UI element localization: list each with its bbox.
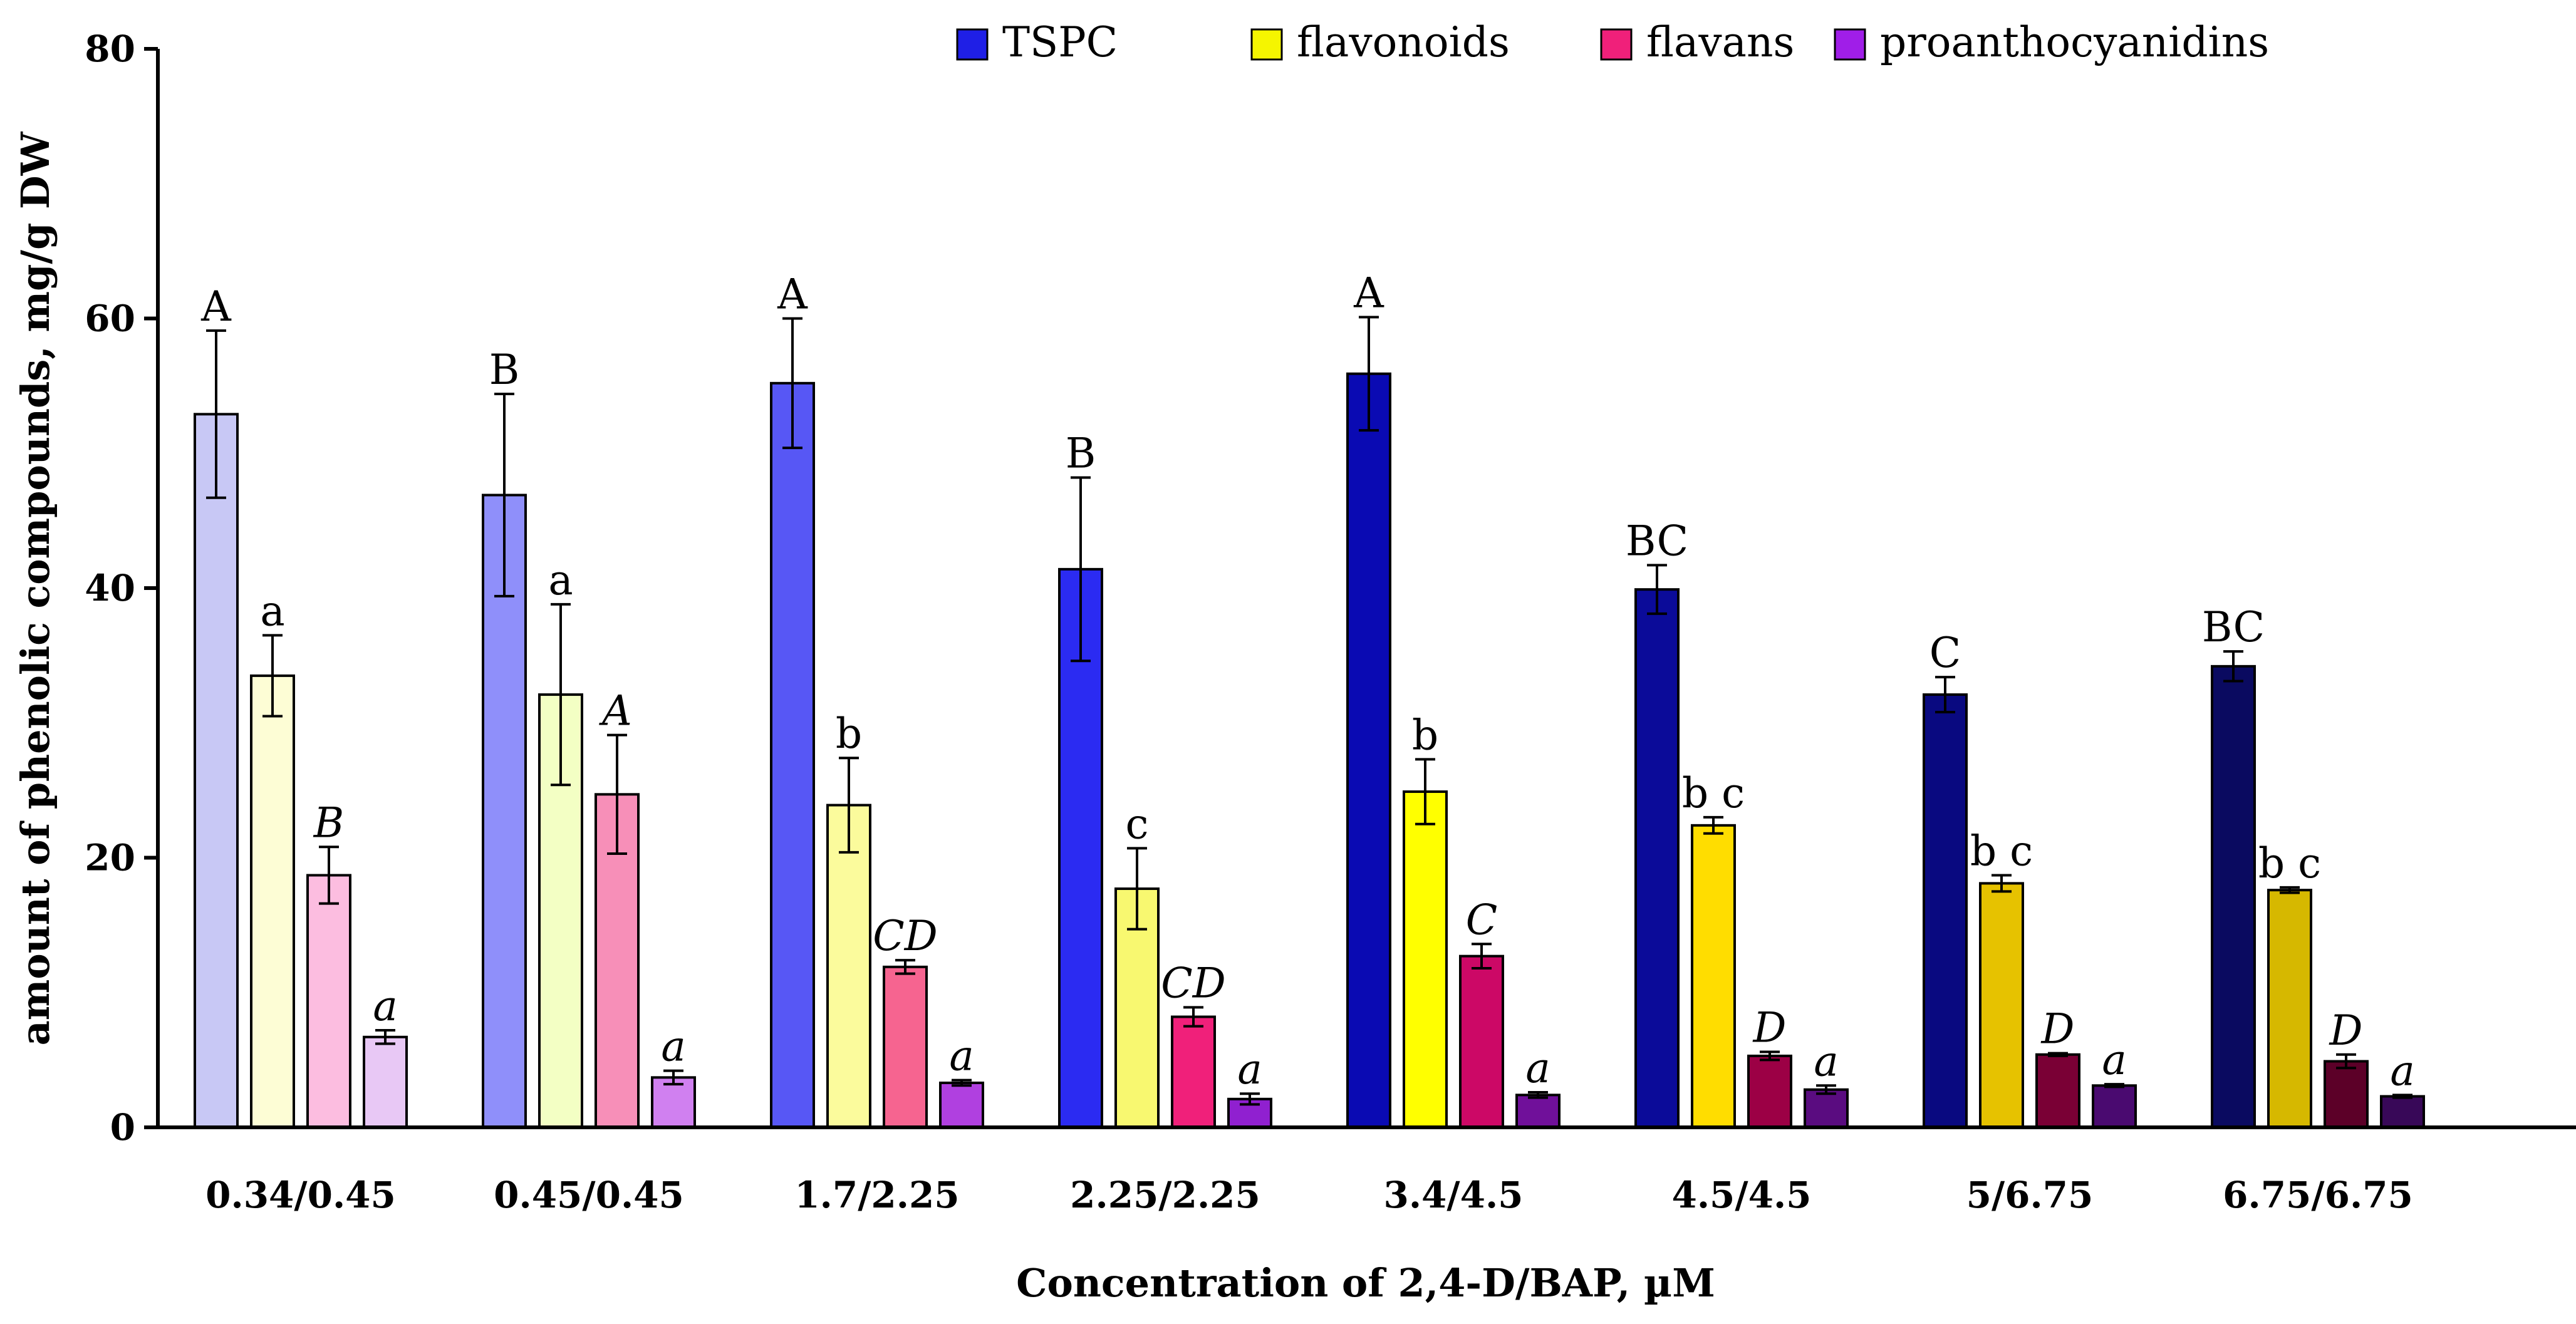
significance-label: C xyxy=(1929,629,1961,677)
bar-group: Aa Ba xyxy=(195,282,407,1127)
y-ticks: 0 20 40 60 80 xyxy=(85,28,158,1149)
y-tick-label: 60 xyxy=(85,297,135,340)
x-tick-label: 4.5/4.5 xyxy=(1672,1174,1812,1216)
bar xyxy=(1517,1095,1559,1127)
y-tick-label: 40 xyxy=(85,567,135,609)
significance-label: D xyxy=(1753,1003,1787,1052)
bar xyxy=(1748,1056,1791,1127)
significance-label: a xyxy=(661,1023,685,1071)
significance-label: A xyxy=(777,271,808,319)
legend-label: proanthocyanidins xyxy=(1880,18,2269,66)
significance-label: B xyxy=(313,799,345,847)
significance-label: B xyxy=(1066,429,1096,477)
significance-label: D xyxy=(2041,1005,2075,1053)
bar xyxy=(308,875,350,1127)
bar-group: Bc CDa xyxy=(1059,429,1271,1127)
bar xyxy=(1460,956,1503,1127)
legend-label: flavans xyxy=(1646,18,1794,66)
y-tick-label: 0 xyxy=(110,1106,135,1149)
bar xyxy=(1805,1090,1847,1127)
bar xyxy=(2037,1055,2079,1127)
significance-label: D xyxy=(2329,1006,2363,1055)
x-tick-label: 0.34/0.45 xyxy=(205,1174,396,1216)
significance-label: b c xyxy=(1682,769,1745,817)
significance-label: A xyxy=(200,282,232,331)
bar xyxy=(2268,890,2311,1127)
significance-label: b c xyxy=(1970,827,2033,875)
bar-group: BC b c Da xyxy=(1626,517,1847,1127)
significance-label: BC xyxy=(1626,517,1688,565)
significance-label: a xyxy=(2102,1036,2126,1084)
bar xyxy=(2212,666,2255,1127)
bar xyxy=(2381,1096,2424,1127)
y-tick-label: 20 xyxy=(85,837,135,879)
significance-label: a xyxy=(260,587,284,635)
bar xyxy=(1636,589,1678,1127)
significance-label: c xyxy=(1126,800,1149,848)
bar-group: Ab CD a xyxy=(771,271,983,1128)
significance-label: a xyxy=(1525,1044,1550,1092)
significance-label: b xyxy=(1412,711,1438,759)
significance-label: A xyxy=(598,687,632,735)
y-tick-label: 80 xyxy=(85,28,135,70)
bar xyxy=(364,1037,407,1127)
legend-label: TSPC xyxy=(1002,18,1118,66)
x-tick-label: 3.4/4.5 xyxy=(1384,1174,1524,1216)
x-tick-label: 6.75/6.75 xyxy=(2223,1174,2413,1216)
significance-label: b c xyxy=(2258,839,2321,887)
bar xyxy=(1172,1016,1215,1127)
legend-label: flavonoids xyxy=(1297,18,1510,66)
bar xyxy=(884,967,927,1127)
legend-swatch xyxy=(1835,29,1865,59)
bar-group: Ba Aa xyxy=(483,346,695,1127)
significance-label: CD xyxy=(873,912,937,960)
bar xyxy=(1924,695,1966,1127)
legend-swatch xyxy=(957,29,987,59)
legend: TSPC flavonoids flavans proanthocyanidins xyxy=(957,18,2269,66)
bar xyxy=(2093,1085,2136,1127)
bar xyxy=(195,414,237,1127)
chart: AaBaBaAaAbCDaBcCDaAbCaBCb cDaCb cDaBCb c… xyxy=(0,0,2576,1324)
significance-label: a xyxy=(373,982,397,1030)
significance-label: a xyxy=(949,1032,974,1080)
significance-label: A xyxy=(1353,269,1384,317)
significance-label: C xyxy=(1466,896,1498,944)
bar-group: Ab Ca xyxy=(1348,269,1559,1127)
legend-swatch xyxy=(1601,29,1631,59)
significance-label: BC xyxy=(2202,603,2265,651)
bar xyxy=(940,1083,983,1127)
bar xyxy=(1404,792,1446,1127)
x-tick-label: 1.7/2.25 xyxy=(794,1174,959,1216)
significance-label: a xyxy=(548,556,573,604)
significance-label: a xyxy=(1237,1045,1262,1094)
x-tick-label: 5/6.75 xyxy=(1966,1174,2094,1216)
bar xyxy=(1348,374,1390,1127)
x-tick-label: 2.25/2.25 xyxy=(1070,1174,1260,1216)
bar xyxy=(1692,825,1735,1127)
legend-swatch xyxy=(1252,29,1282,59)
x-ticks: 0.34/0.45 0.45/0.45 1.7/2.25 2.25/2.25 3.4/4… xyxy=(205,1174,2413,1216)
x-tick-label: 0.45/0.45 xyxy=(494,1174,684,1216)
bar xyxy=(1980,883,2023,1127)
significance-label: B xyxy=(489,346,520,394)
bar-group: BC b c Da xyxy=(2202,603,2424,1127)
significance-label: b xyxy=(836,710,862,758)
y-axis-title: amount of phenolic compounds, mg/g DW xyxy=(13,131,58,1045)
bar-group: Cb c Da xyxy=(1924,629,2136,1127)
bar xyxy=(251,676,294,1127)
significance-label: CD xyxy=(1161,959,1225,1007)
x-axis-title: Concentration of 2,4-D/BAP, µM xyxy=(1016,1260,1715,1306)
significance-label: a xyxy=(2390,1047,2414,1095)
bar xyxy=(771,383,814,1127)
significance-label: a xyxy=(1814,1037,1838,1085)
bar xyxy=(2325,1062,2367,1127)
